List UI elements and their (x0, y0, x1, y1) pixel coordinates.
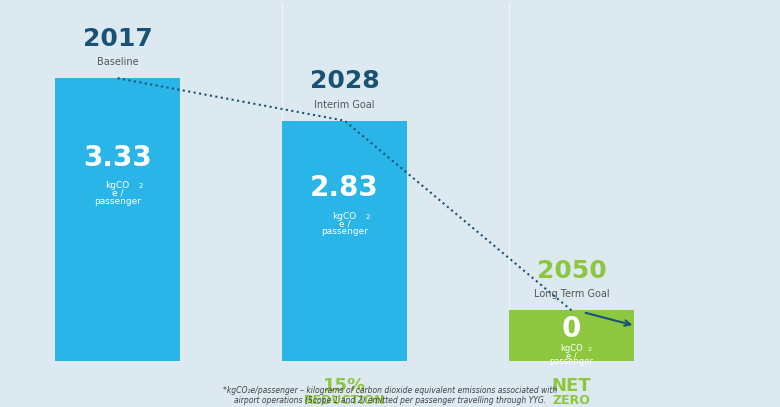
Text: Long Term Goal: Long Term Goal (534, 289, 609, 300)
Text: e /: e / (339, 220, 350, 229)
FancyBboxPatch shape (282, 121, 407, 361)
Text: REDUCTION: REDUCTION (303, 394, 385, 407)
Text: kgCO: kgCO (332, 212, 356, 221)
Text: 2: 2 (365, 214, 370, 220)
Text: passenger: passenger (321, 227, 368, 236)
Text: 2.83: 2.83 (310, 174, 379, 202)
Text: ZERO: ZERO (553, 394, 590, 407)
Text: 2: 2 (138, 183, 143, 189)
Text: NET: NET (551, 377, 591, 395)
Text: 2028: 2028 (310, 70, 379, 94)
Text: Baseline: Baseline (97, 57, 139, 67)
Text: 3.33: 3.33 (83, 144, 152, 171)
Text: 2050: 2050 (537, 259, 606, 283)
Text: e /: e / (112, 189, 123, 198)
FancyBboxPatch shape (509, 311, 634, 361)
Text: kgCO: kgCO (105, 182, 129, 190)
Text: kgCO: kgCO (560, 344, 583, 353)
Text: passenger: passenger (94, 197, 141, 206)
Text: 0: 0 (562, 315, 581, 343)
Text: 2017: 2017 (83, 27, 153, 51)
Text: e /: e / (566, 351, 577, 360)
Text: passenger: passenger (550, 357, 594, 366)
Text: Interim Goal: Interim Goal (314, 100, 375, 109)
FancyBboxPatch shape (55, 78, 180, 361)
Text: airport operations (Scope 1 and 2) emitted per passenger travelling through YYG.: airport operations (Scope 1 and 2) emitt… (234, 396, 546, 405)
Text: 15%: 15% (323, 377, 366, 395)
Text: *kgCO₂e/passenger – kilograms of carbon dioxide equivalent emissions associated : *kgCO₂e/passenger – kilograms of carbon … (223, 386, 557, 395)
Text: 2: 2 (587, 348, 591, 352)
